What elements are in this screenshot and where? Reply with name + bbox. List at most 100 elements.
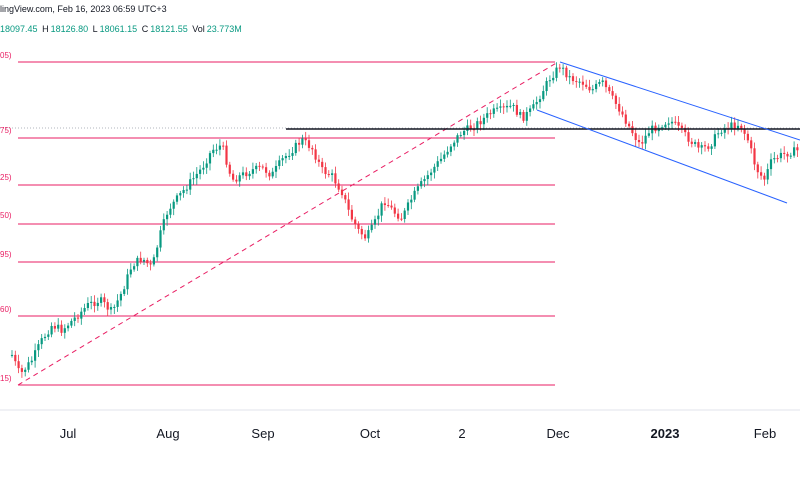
candle-body [756, 164, 759, 173]
candle-body [57, 324, 60, 329]
candle-body [674, 121, 677, 123]
candle-body [558, 67, 561, 69]
candle-body [126, 274, 129, 290]
candle-body [34, 350, 37, 361]
candle-body [713, 134, 716, 147]
candle-body [387, 205, 390, 207]
candle-body [281, 158, 284, 161]
fib-label-4: 50) [0, 211, 12, 220]
candle-body [446, 151, 449, 155]
candle-body [175, 195, 179, 202]
candle-body [169, 208, 172, 215]
candle-body [618, 103, 621, 112]
candle-body [644, 135, 647, 144]
channel-lower-line[interactable] [536, 109, 788, 204]
candle-body [67, 325, 70, 329]
candle-body [265, 167, 268, 173]
candle-body [796, 147, 799, 151]
candle-body [367, 230, 370, 239]
fibonacci-retracement[interactable] [18, 61, 555, 386]
candle-body [766, 169, 769, 180]
candle-body [17, 361, 20, 369]
candle-body [449, 146, 452, 152]
x-label-jul: Jul [59, 426, 77, 441]
candle-body [604, 80, 608, 88]
candle-body [317, 159, 320, 162]
candle-body [611, 91, 614, 96]
candle-body [555, 67, 558, 78]
candle-body [733, 122, 736, 129]
candle-body [93, 301, 96, 307]
x-label-2023: 2023 [650, 426, 680, 441]
candle-body [152, 257, 155, 265]
candle-body [340, 189, 344, 196]
candle-body [251, 169, 254, 174]
candle-body [83, 308, 86, 312]
candle-body [142, 259, 146, 262]
candle-body [779, 152, 782, 159]
candle-body [119, 293, 122, 301]
channel-upper-line[interactable] [559, 61, 800, 141]
candle-body [136, 257, 139, 267]
candle-body [515, 104, 518, 115]
candle-body [373, 219, 377, 225]
candle-body [542, 91, 545, 100]
candle-body [311, 147, 314, 150]
candle-body [664, 124, 667, 128]
candle-body [195, 173, 198, 179]
candle-body [228, 164, 231, 174]
chart-source-header: lingView.com, Feb 16, 2023 06:59 UTC+3 [0, 4, 167, 14]
candle-body [222, 145, 225, 147]
candle-body [10, 354, 14, 356]
candle-body [581, 81, 584, 85]
candle-body [30, 360, 33, 363]
candle-body [377, 215, 380, 220]
candle-body [621, 111, 624, 115]
candle-body [73, 317, 76, 321]
candle-body [380, 203, 383, 216]
candle-body [156, 247, 159, 258]
candle-body [53, 325, 56, 329]
candle-body [60, 324, 63, 333]
candle-body [717, 133, 720, 135]
candle-body [545, 80, 548, 92]
fib-label-5: 95) [0, 250, 12, 259]
candle-body [258, 165, 261, 167]
dashed-trend-line[interactable] [17, 61, 559, 386]
candle-body [532, 104, 535, 109]
candle-body [522, 111, 525, 121]
candle-body [304, 138, 307, 141]
candle-body [357, 224, 360, 229]
candle-body [321, 161, 324, 168]
candle-body [393, 207, 396, 214]
candle-body [529, 108, 532, 112]
candle-body [694, 142, 697, 144]
candle-body [700, 145, 703, 148]
candle-body [205, 163, 208, 168]
candle-body [499, 106, 502, 108]
candle-body [538, 99, 542, 103]
candle-body [238, 175, 241, 182]
candle-body [288, 155, 291, 157]
candle-body [535, 102, 538, 105]
candle-body [232, 173, 235, 180]
open-value: 18097.45 [0, 24, 38, 34]
candle-body [278, 160, 281, 167]
high-label: H [42, 24, 49, 34]
candle-body [123, 289, 126, 294]
candle-body [469, 125, 472, 130]
candle-body [47, 334, 50, 337]
candle-body [248, 173, 251, 177]
candle-body [482, 117, 485, 125]
candle-body [307, 140, 311, 148]
candle-body [753, 148, 756, 165]
candle-body [723, 128, 726, 133]
candle-body [479, 121, 482, 125]
candle-body [271, 171, 274, 177]
candle-body [199, 169, 202, 174]
candle-body [456, 135, 459, 143]
candle-body [637, 139, 641, 143]
candle-body [634, 133, 637, 140]
candle-body [690, 141, 693, 144]
